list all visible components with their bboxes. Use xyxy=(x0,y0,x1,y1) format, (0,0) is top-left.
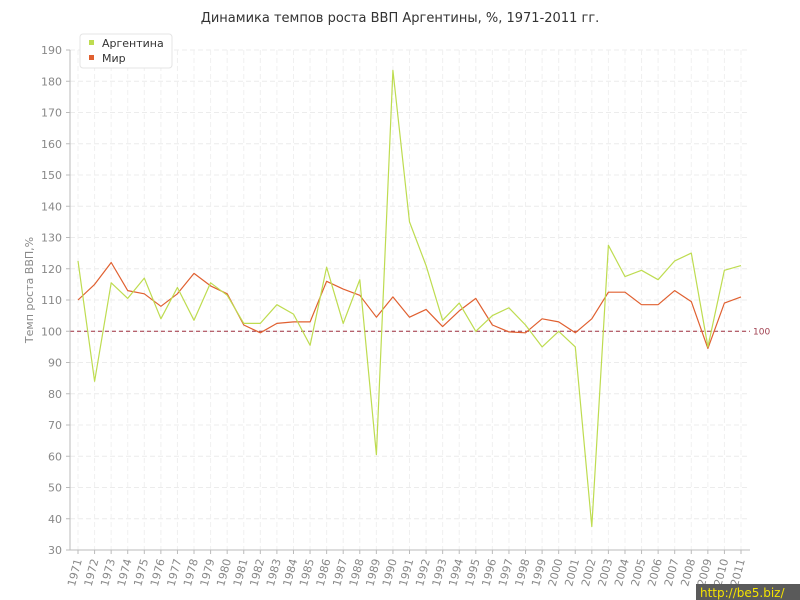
y-axis-label: Темп роста ВВП,% xyxy=(23,237,36,344)
chart-title: Динамика темпов роста ВВП Аргентины, %, … xyxy=(201,11,600,26)
legend: Аргентина Мир xyxy=(79,33,173,69)
y-tick-label: 100 xyxy=(41,325,62,338)
y-tick-label: 150 xyxy=(41,169,62,182)
x-tick-label: 2011 xyxy=(728,557,748,587)
legend-marker-world xyxy=(89,55,94,60)
legend-label-argentina: Аргентина xyxy=(102,37,164,50)
legend-label-world: Мир xyxy=(102,52,126,65)
y-tick-label: 80 xyxy=(48,388,62,401)
y-tick-label: 30 xyxy=(48,544,62,557)
axes: 30 40 50 60 70 80 90 100 110 120 130 140 150 160 170 18… xyxy=(41,44,750,588)
y-tick-label: 180 xyxy=(41,75,62,88)
reference-line-label: 100 xyxy=(753,327,770,337)
series-layer xyxy=(77,69,742,528)
y-tick-label: 140 xyxy=(41,200,62,213)
y-tick-label: 130 xyxy=(41,232,62,245)
watermark-group[interactable]: http://be5.biz/ xyxy=(696,584,800,600)
y-tick-label: 90 xyxy=(48,357,62,370)
watermark-link[interactable]: http://be5.biz/ xyxy=(700,586,785,600)
y-tick-label: 50 xyxy=(48,482,62,495)
y-tick-label: 120 xyxy=(41,263,62,276)
y-tick-label: 160 xyxy=(41,138,62,151)
y-tick-label: 60 xyxy=(48,450,62,463)
legend-marker-argentina xyxy=(89,40,94,45)
legend-box xyxy=(79,33,173,69)
series-line-world xyxy=(77,261,742,349)
watermark-background xyxy=(696,584,800,600)
y-tick-label: 170 xyxy=(41,107,62,120)
y-tick-label: 110 xyxy=(41,294,62,307)
y-tick-label: 40 xyxy=(48,513,62,526)
y-tick-label: 70 xyxy=(48,419,62,432)
grid xyxy=(70,49,750,551)
series-line-argentina xyxy=(77,69,742,528)
y-tick-label: 190 xyxy=(41,44,62,57)
reference-line-group: 100 xyxy=(70,327,770,337)
